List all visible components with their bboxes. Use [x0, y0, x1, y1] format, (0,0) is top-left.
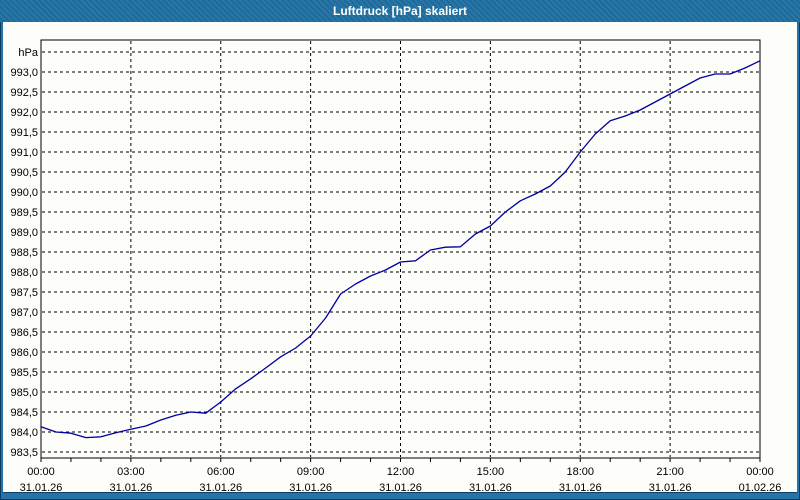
- pressure-line: [40, 60, 761, 439]
- x-tick-date-label: 31.01.26: [469, 482, 512, 492]
- x-tick-date-label: 31.01.26: [559, 482, 602, 492]
- x-tick-date-label: 31.01.26: [289, 482, 332, 492]
- y-tick-label: 986,0: [10, 347, 38, 359]
- x-tick-date-label: 31.01.26: [109, 482, 152, 492]
- x-tick-time-label: 03:00: [117, 466, 145, 478]
- x-tick-time-label: 00:00: [27, 466, 55, 478]
- x-tick-date-label: 31.01.26: [649, 482, 692, 492]
- y-tick-label: 992,5: [10, 87, 38, 99]
- y-tick-label: 988,0: [10, 267, 38, 279]
- x-tick-time-label: 18:00: [566, 466, 594, 478]
- y-tick-label: 991,5: [10, 127, 38, 139]
- x-tick-time-label: 21:00: [656, 466, 684, 478]
- x-tick-date-label: 31.01.26: [379, 482, 422, 492]
- x-tick-date-label: 01.02.26: [739, 482, 782, 492]
- y-tick-label: 993,0: [10, 67, 38, 79]
- y-tick-label: 989,5: [10, 207, 38, 219]
- y-tick-label: 987,5: [10, 287, 38, 299]
- x-tick-time-label: 06:00: [207, 466, 235, 478]
- chart-area: hPa 993,0 992,5 992,0 991,5 991,0 990,5 990,0 98…: [3, 22, 797, 494]
- y-tick-label: 990,0: [10, 187, 38, 199]
- y-tick-label: 989,0: [10, 227, 38, 239]
- y-tick-label: 992,0: [10, 107, 38, 119]
- y-tick-label: 984,5: [10, 407, 38, 419]
- x-tick-date-label: 31.01.26: [199, 482, 242, 492]
- y-tick-label: 986,5: [10, 327, 38, 339]
- y-tick-label: 988,5: [10, 247, 38, 259]
- x-tick-time-label: 12:00: [387, 466, 415, 478]
- x-tick-time-label: 00:00: [746, 466, 774, 478]
- y-tick-label: 983,5: [10, 447, 38, 459]
- y-axis-unit-label: hPa: [18, 47, 38, 59]
- y-tick-label: 984,0: [10, 427, 38, 439]
- window-title: Luftdruck [hPa] skaliert: [332, 4, 468, 18]
- x-tick-time-label: 15:00: [477, 466, 505, 478]
- pressure-chart[interactable]: hPa 993,0 992,5 992,0 991,5 991,0 990,5 990,0 98…: [3, 22, 797, 494]
- window-title-bar[interactable]: Luftdruck [hPa] skaliert: [0, 0, 800, 23]
- x-tick-date-label: 31.01.26: [20, 482, 63, 492]
- x-tick-time-label: 09:00: [297, 466, 325, 478]
- y-tick-label: 990,5: [10, 167, 38, 179]
- plot-border: [40, 39, 761, 459]
- y-tick-label: 991,0: [10, 147, 38, 159]
- y-tick-label: 985,0: [10, 387, 38, 399]
- y-tick-label: 985,5: [10, 367, 38, 379]
- y-tick-label: 987,0: [10, 307, 38, 319]
